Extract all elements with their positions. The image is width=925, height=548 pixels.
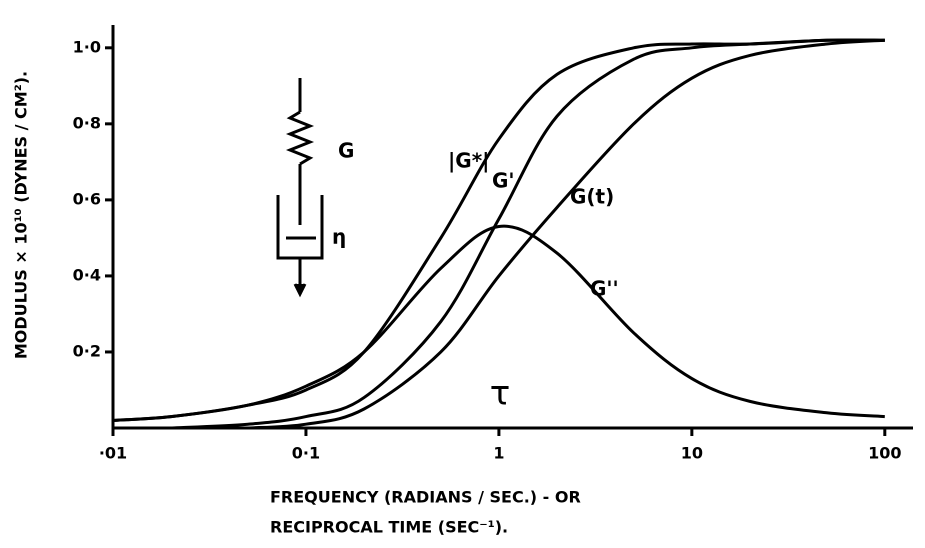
y-tick-label: 0·2 [73,341,101,360]
series-line [112,224,885,422]
series-line [247,38,885,430]
annotation: τ [490,374,510,414]
series-label: |G*| [448,149,489,173]
y-tick-label: 0·6 [73,189,101,208]
series-label: G' [492,169,515,193]
y-tick-label: 0·4 [73,265,101,284]
series-label: G(t) [570,185,614,209]
annotation: G [338,139,354,163]
y-tick-label: 1·0 [73,37,101,56]
series-line [112,38,885,422]
series-label: G'' [590,277,619,301]
x-tick-label: 10 [681,444,703,463]
x-axis-label: RECIPROCAL TIME (SEC⁻¹). [270,518,508,537]
y-tick-label: 0·8 [73,113,101,132]
x-tick-label: ·01 [99,444,127,463]
y-axis-label: MODULUS × 10¹⁰ (DYNES / CM²). [12,71,31,359]
x-tick-label: 100 [868,444,901,463]
x-tick-label: 1 [493,444,504,463]
series-line [171,38,885,430]
annotation: η [332,225,346,249]
x-tick-label: 0·1 [292,444,320,463]
x-axis-label: FREQUENCY (RADIANS / SEC.) - OR [270,488,581,507]
maxwell-model [276,78,324,298]
